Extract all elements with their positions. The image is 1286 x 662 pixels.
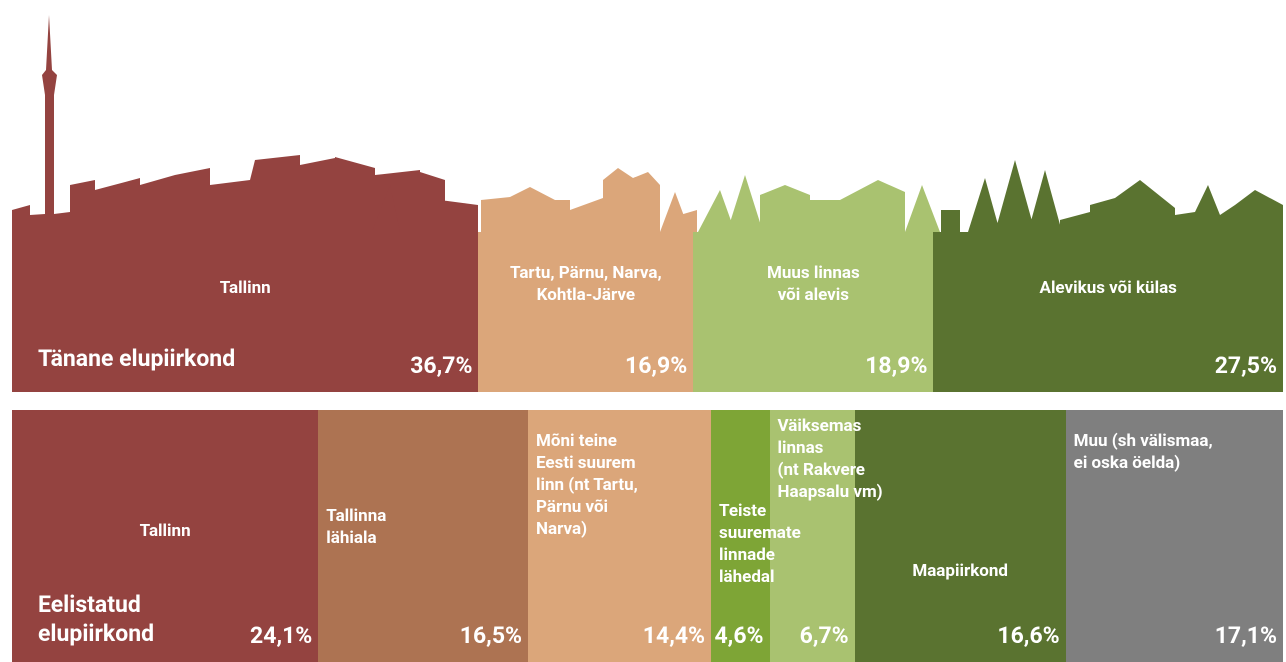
segment-label: Maapiirkond	[912, 561, 1008, 581]
bar-segment	[693, 232, 934, 392]
value-label: 24,1%	[250, 622, 313, 649]
value-label: 17,1%	[1214, 622, 1277, 649]
value-label: 18,9%	[865, 352, 928, 379]
segment-label: Alevikus või külas	[1039, 278, 1177, 298]
bar-segment	[12, 410, 319, 662]
row-title: Eelistatud elupiirkond	[38, 591, 155, 647]
segment-label: Muus linnas või alevis	[766, 263, 860, 305]
value-label: 27,5%	[1214, 352, 1277, 379]
bar-segment	[933, 232, 1283, 392]
bar-segment	[478, 232, 694, 392]
segment-label: Mõni teine Eesti suurem linn (nt Tartu, …	[536, 431, 638, 539]
segment-label: Teiste suuremate linnade lähedal	[719, 501, 801, 587]
skyline	[12, 15, 1283, 232]
segment-label: Tallinna lähiala	[326, 506, 387, 548]
segment-label: Tallinn	[219, 278, 271, 298]
bar-segment	[528, 410, 712, 662]
segment-label: Tallinn	[139, 521, 191, 541]
value-label: 36,7%	[410, 352, 473, 379]
bar-segment	[1065, 410, 1283, 662]
bar-segment	[12, 232, 479, 392]
bar-segment	[711, 410, 770, 662]
value-label: 14,4%	[642, 622, 706, 649]
value-label: 16,6%	[997, 622, 1060, 649]
row-title: Tänane elupiirkond	[38, 345, 236, 372]
value-label: 6,7%	[799, 622, 849, 649]
bar-segment	[769, 410, 855, 662]
bar-segment	[318, 410, 528, 662]
segment-label: Väiksemas linnas (nt Rakvere Haapsalu vm…	[777, 416, 883, 502]
bar-segment	[854, 410, 1066, 662]
value-label: 4,6%	[714, 622, 764, 649]
segment-label: Tartu, Pärnu, Narva, Kohtla-Järve	[510, 263, 662, 305]
value-label: 16,5%	[459, 622, 523, 649]
segment-label: Muu (sh välismaa, ei oska öelda)	[1073, 431, 1213, 473]
value-label: 16,9%	[625, 352, 688, 379]
